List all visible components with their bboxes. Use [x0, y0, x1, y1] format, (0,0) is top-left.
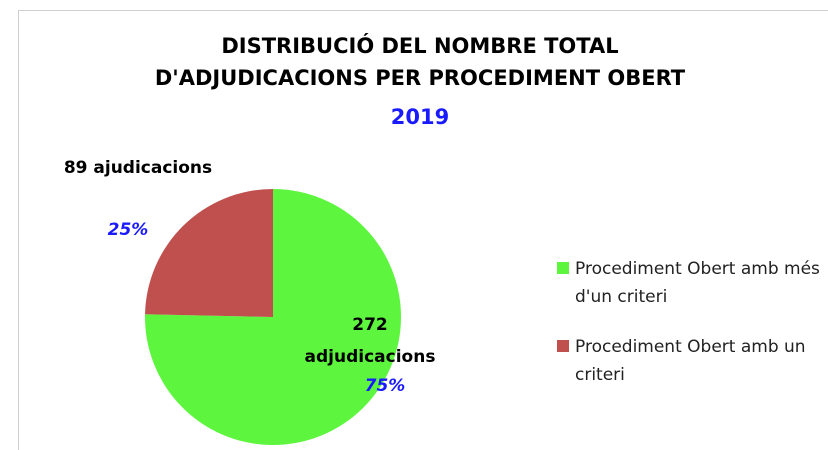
chart-title: D'ADJUDICACIONS PER PROCEDIMENT OBERT	[154, 66, 686, 90]
percent-label: 25%	[107, 220, 149, 240]
legend-label: Procediment Obert amb més d'un criteri	[575, 259, 820, 307]
data-label: 272 adjudicacions	[304, 315, 436, 367]
chart-subtitle: 2019	[390, 105, 450, 129]
legend-swatch	[557, 262, 569, 274]
chart-title: DISTRIBUCIÓ DEL NOMBRE TOTAL	[221, 34, 619, 58]
legend-label: Procediment Obert amb un criteri	[575, 337, 806, 385]
data-label: 89 ajudicacions	[63, 158, 213, 178]
percent-label: 75%	[364, 376, 406, 396]
legend-swatch	[557, 340, 569, 352]
pie-slice	[145, 189, 273, 317]
